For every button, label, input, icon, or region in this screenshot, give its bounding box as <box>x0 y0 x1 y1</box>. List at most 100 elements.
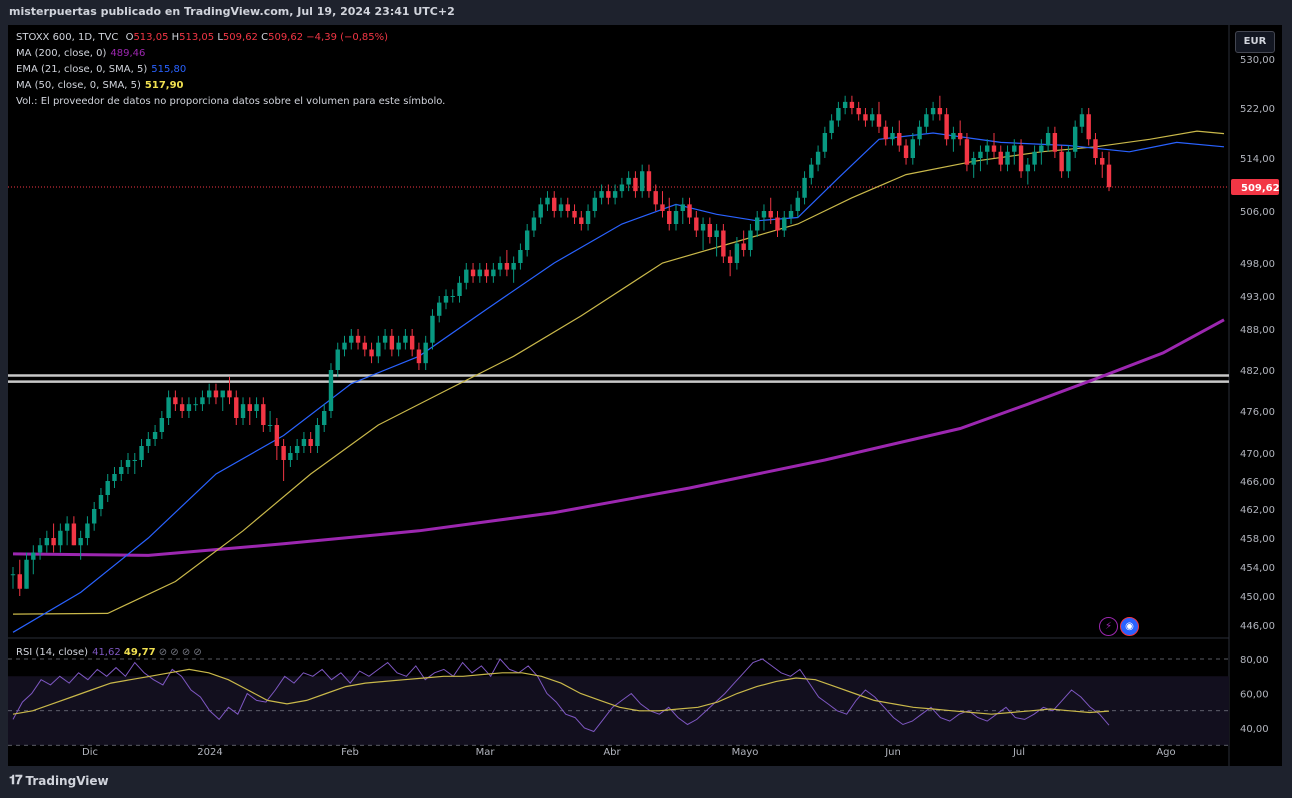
change-value: −4,39 (−0,85%) <box>306 32 389 43</box>
candle-body <box>890 133 895 140</box>
candle-body <box>788 211 794 218</box>
candle-body <box>897 133 902 146</box>
candle-body <box>328 370 334 411</box>
candle-body <box>119 467 124 474</box>
candle-body <box>464 269 469 283</box>
candle-body <box>572 211 577 218</box>
rsi-value: 41,62 <box>92 647 121 658</box>
last-price-box <box>1231 179 1279 196</box>
tradingview-logo-icon: 𝟏𝟕 <box>9 773 23 788</box>
candle-body <box>477 269 483 277</box>
time-axis-label: 2024 <box>197 747 222 758</box>
candle-body <box>51 538 56 546</box>
candle-body <box>98 495 104 509</box>
ma200-legend[interactable]: MA (200, close, 0) 489,46 <box>16 48 145 59</box>
candle-body <box>382 335 388 343</box>
candle-body <box>430 315 435 343</box>
candle-body <box>585 211 591 224</box>
ema21-line <box>12 132 1225 633</box>
time-axis-label: Jul <box>1012 747 1025 758</box>
candle-body <box>985 145 990 152</box>
candle-body <box>754 217 760 231</box>
candle-body <box>802 177 807 198</box>
ma50-value: 517,90 <box>144 80 184 91</box>
candle-body <box>1106 164 1112 188</box>
candle-body <box>1018 145 1024 172</box>
high-value: 513,05 <box>179 32 215 43</box>
candle-body <box>565 204 570 211</box>
candle-body <box>173 397 178 405</box>
globe-icon[interactable]: ◉ <box>1120 617 1139 636</box>
candle-body <box>213 390 219 398</box>
ma200-line <box>12 318 1225 557</box>
publish-header: misterpuertas publicado en TradingView.c… <box>9 5 455 18</box>
chart-frame[interactable] <box>8 25 1282 766</box>
candle-body <box>511 263 516 270</box>
candle-body <box>342 342 347 350</box>
candle-body <box>619 184 625 192</box>
candle-body <box>1032 151 1037 165</box>
candle-body <box>870 114 875 121</box>
lightning-icon[interactable]: ⚡ <box>1099 617 1118 636</box>
price-tick-label: 498,00 <box>1240 259 1275 270</box>
price-tick-label: 454,00 <box>1240 563 1275 574</box>
price-tick-label: 466,00 <box>1240 477 1275 488</box>
candle-body <box>457 282 462 296</box>
candle-body <box>903 145 909 158</box>
candle-body <box>423 342 428 364</box>
candle-body <box>1072 126 1078 152</box>
candle-body <box>64 523 70 531</box>
candle-body <box>349 335 354 343</box>
time-axis-label: Abr <box>603 747 621 758</box>
candle-body <box>1025 164 1031 172</box>
rsi-tick-label: 40,00 <box>1240 724 1269 735</box>
candle-body <box>240 404 246 418</box>
rsi-ma-line <box>12 668 1110 715</box>
price-tick-label: 514,00 <box>1240 154 1275 165</box>
ema21-value: 515,80 <box>151 64 187 75</box>
candle-body <box>538 204 543 218</box>
candle-body <box>748 230 753 250</box>
candle-body <box>159 418 165 432</box>
candle-body <box>206 390 212 398</box>
candle-body <box>504 263 510 270</box>
ema21-legend[interactable]: EMA (21, close, 0, SMA, 5) 515,80 <box>16 64 186 75</box>
candle-body <box>491 269 496 277</box>
candle-body <box>518 250 523 263</box>
rsi-legend[interactable]: RSI (14, close) 41,62 49,77 ⊘ ⊘ ⊘ ⊘ <box>16 647 202 658</box>
candle-body <box>558 204 564 211</box>
candle-body <box>416 349 422 364</box>
last-price-label: 509,62 <box>1241 183 1280 194</box>
ma50-legend[interactable]: MA (50, close, 0, SMA, 5) 517,90 <box>16 80 184 91</box>
currency-button[interactable]: EUR <box>1235 31 1275 53</box>
candle-body <box>944 114 949 140</box>
rsi-ma-value: 49,77 <box>123 647 156 658</box>
candle-body <box>524 230 530 250</box>
price-tick-label: 470,00 <box>1240 449 1275 460</box>
candle-body <box>85 523 90 538</box>
candle-body <box>369 349 374 357</box>
rsi-hidden-values: ⊘ ⊘ ⊘ ⊘ <box>158 647 202 658</box>
candle-body <box>606 191 611 198</box>
price-tick-label: 450,00 <box>1240 592 1275 603</box>
candle-body <box>991 145 997 152</box>
ma200-value: 489,46 <box>110 48 146 59</box>
candle-body <box>247 404 252 411</box>
candle-body <box>1079 114 1085 127</box>
tradingview-footer[interactable]: 𝟏𝟕 TradingView <box>9 773 109 788</box>
candle-body <box>179 404 185 411</box>
ma200-label: MA (200, close, 0) <box>16 48 107 59</box>
price-tick-label: 482,00 <box>1240 366 1275 377</box>
candle-body <box>822 133 828 152</box>
candle-body <box>761 211 767 218</box>
candle-body <box>24 559 29 589</box>
candle-body <box>639 171 645 192</box>
event-icons[interactable]: ⚡ ◉ <box>1099 617 1139 636</box>
candle-body <box>714 230 719 237</box>
ma50-line <box>12 130 1225 615</box>
candle-body <box>132 460 137 461</box>
candle-body <box>1066 151 1071 172</box>
candle-body <box>450 296 455 297</box>
candle-body <box>971 158 976 165</box>
